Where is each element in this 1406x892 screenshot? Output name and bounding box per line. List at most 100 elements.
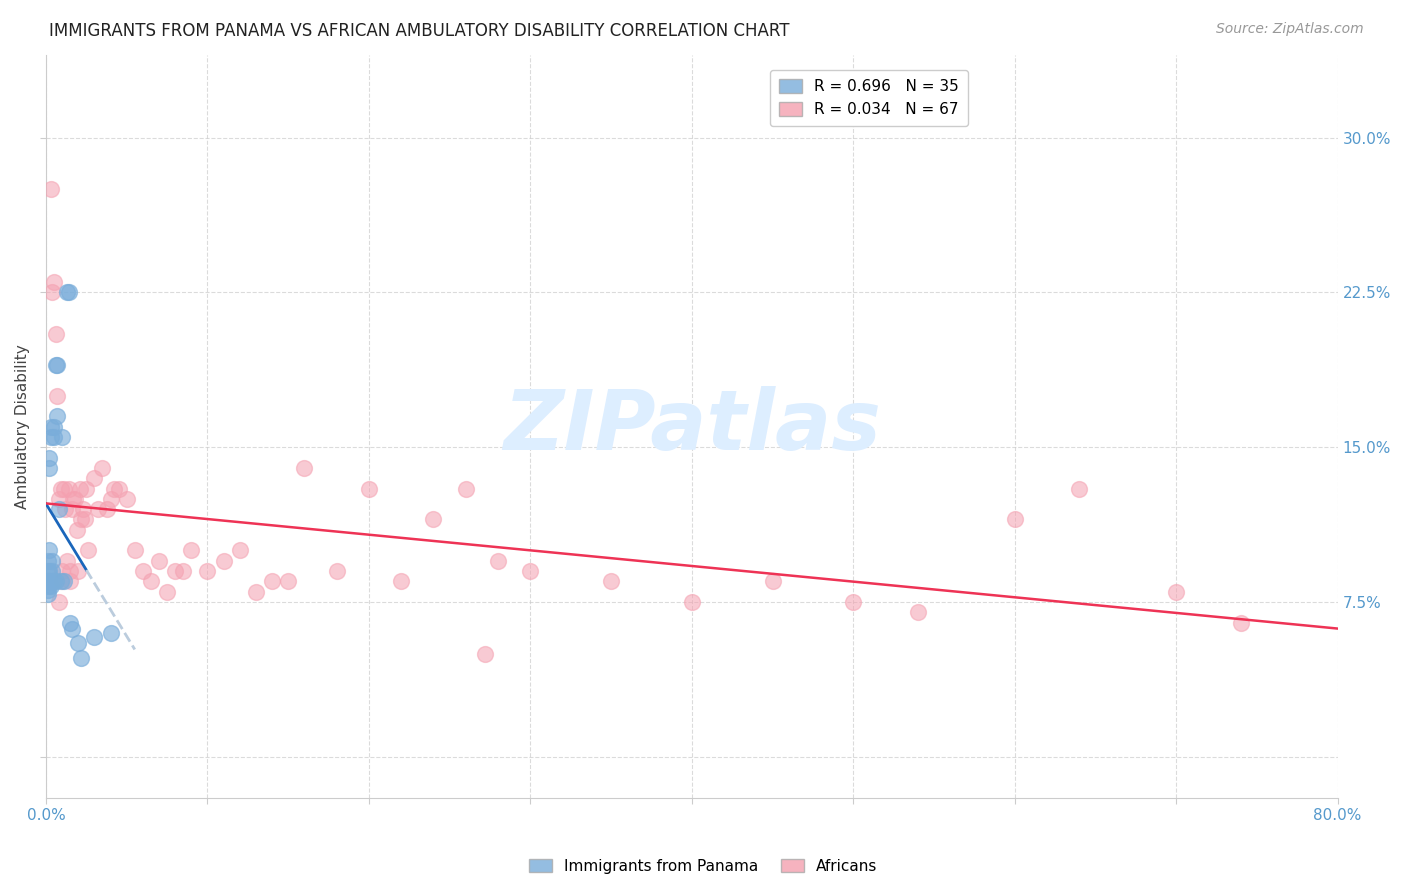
Point — [172, 564, 194, 578]
Y-axis label: Ambulatory Disability: Ambulatory Disability — [15, 344, 30, 509]
Point — [38, 574, 60, 589]
Point — [45, 326, 67, 341]
Point — [389, 574, 412, 589]
Text: IMMIGRANTS FROM PANAMA VS AFRICAN AMBULATORY DISABILITY CORRELATION CHART: IMMIGRANTS FROM PANAMA VS AFRICAN AMBULA… — [49, 22, 790, 40]
Point — [56, 554, 79, 568]
Point — [45, 574, 67, 589]
Point — [37, 574, 59, 589]
Point — [325, 564, 347, 578]
Point — [59, 564, 82, 578]
Point — [103, 482, 125, 496]
Point — [70, 650, 93, 665]
Point — [70, 512, 93, 526]
Legend: R = 0.696   N = 35, R = 0.034   N = 67: R = 0.696 N = 35, R = 0.034 N = 67 — [770, 70, 969, 127]
Point — [53, 502, 76, 516]
Point — [132, 564, 155, 578]
Point — [48, 491, 70, 506]
Point — [197, 564, 219, 578]
Point — [139, 574, 162, 589]
Point — [67, 636, 90, 650]
Point — [58, 482, 80, 496]
Text: Source: ZipAtlas.com: Source: ZipAtlas.com — [1216, 22, 1364, 37]
Point — [66, 523, 89, 537]
Point — [124, 543, 146, 558]
Point — [73, 512, 96, 526]
Point — [59, 615, 82, 630]
Point — [1166, 584, 1188, 599]
Point — [245, 584, 267, 599]
Point — [42, 419, 65, 434]
Point — [48, 502, 70, 516]
Point — [62, 491, 84, 506]
Point — [37, 587, 59, 601]
Point — [156, 584, 179, 599]
Point — [474, 647, 496, 661]
Point — [77, 543, 100, 558]
Point — [60, 502, 83, 516]
Point — [519, 564, 541, 578]
Text: ZIPatlas: ZIPatlas — [503, 386, 880, 467]
Point — [48, 595, 70, 609]
Point — [38, 461, 60, 475]
Point — [100, 626, 122, 640]
Point — [52, 482, 75, 496]
Point — [49, 574, 72, 589]
Point — [422, 512, 444, 526]
Point — [115, 491, 138, 506]
Point — [49, 482, 72, 496]
Point — [46, 409, 69, 424]
Point — [58, 285, 80, 300]
Point — [681, 595, 703, 609]
Point — [42, 430, 65, 444]
Point — [45, 358, 67, 372]
Point — [38, 564, 60, 578]
Point — [37, 578, 59, 592]
Point — [41, 554, 63, 568]
Point — [59, 574, 82, 589]
Point — [107, 482, 129, 496]
Point — [67, 564, 90, 578]
Point — [842, 595, 865, 609]
Point — [52, 574, 75, 589]
Point — [37, 564, 59, 578]
Point — [357, 482, 380, 496]
Point — [83, 471, 105, 485]
Point — [1004, 512, 1026, 526]
Point — [42, 275, 65, 289]
Point — [56, 285, 79, 300]
Point — [454, 482, 477, 496]
Point — [39, 182, 62, 196]
Point — [907, 605, 929, 619]
Point — [180, 543, 202, 558]
Point — [228, 543, 250, 558]
Point — [51, 574, 73, 589]
Point — [39, 430, 62, 444]
Point — [486, 554, 509, 568]
Point — [46, 358, 69, 372]
Point — [46, 389, 69, 403]
Point — [1069, 482, 1091, 496]
Point — [100, 491, 122, 506]
Point — [60, 622, 83, 636]
Point — [37, 554, 59, 568]
Point — [600, 574, 623, 589]
Legend: Immigrants from Panama, Africans: Immigrants from Panama, Africans — [523, 853, 883, 880]
Point — [51, 430, 73, 444]
Point — [96, 502, 118, 516]
Point — [37, 582, 59, 597]
Point — [148, 554, 170, 568]
Point — [212, 554, 235, 568]
Point — [277, 574, 299, 589]
Point — [39, 419, 62, 434]
Point — [1229, 615, 1251, 630]
Point — [86, 502, 108, 516]
Point — [75, 482, 97, 496]
Point — [41, 564, 63, 578]
Point — [83, 630, 105, 644]
Point — [38, 543, 60, 558]
Point — [51, 564, 73, 578]
Point — [761, 574, 783, 589]
Point — [72, 502, 94, 516]
Point — [292, 461, 315, 475]
Point — [260, 574, 283, 589]
